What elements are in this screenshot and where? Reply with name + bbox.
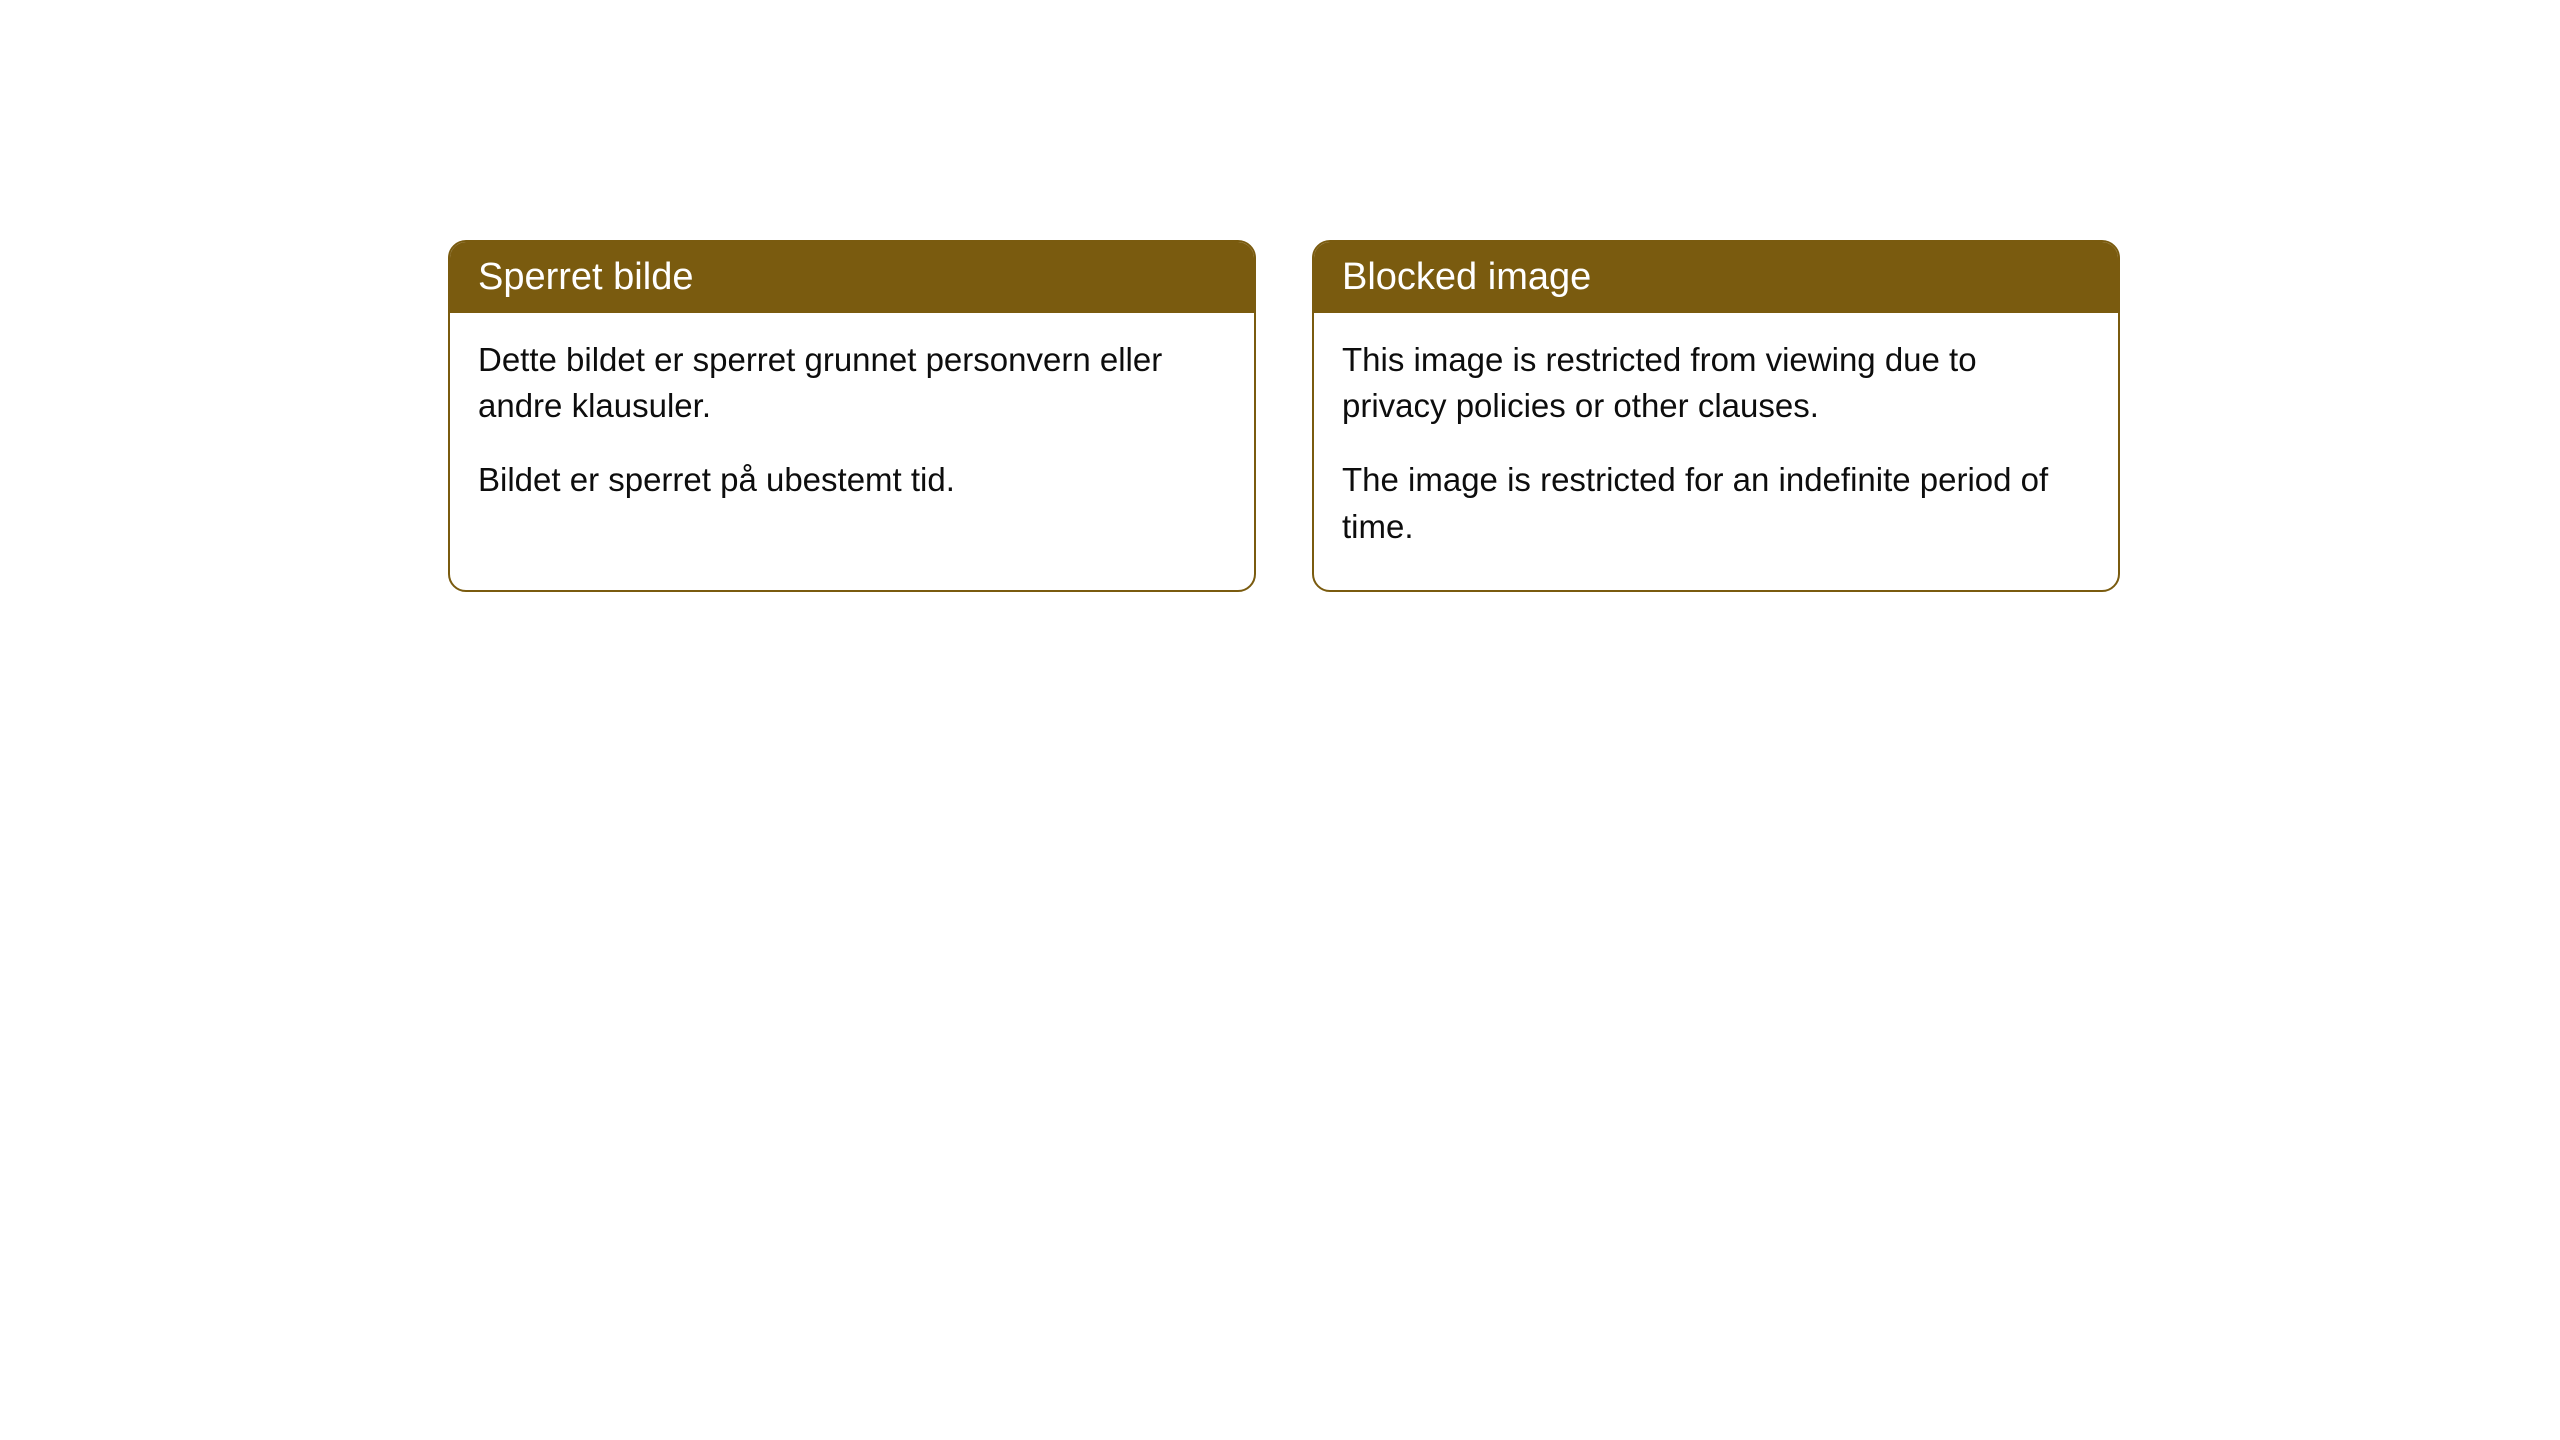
notice-cards-container: Sperret bilde Dette bildet er sperret gr… xyxy=(448,240,2120,592)
card-paragraph: This image is restricted from viewing du… xyxy=(1342,337,2090,429)
card-paragraph: Bildet er sperret på ubestemt tid. xyxy=(478,457,1226,503)
card-body: Dette bildet er sperret grunnet personve… xyxy=(450,313,1254,544)
notice-card-norwegian: Sperret bilde Dette bildet er sperret gr… xyxy=(448,240,1256,592)
card-paragraph: The image is restricted for an indefinit… xyxy=(1342,457,2090,549)
card-title: Sperret bilde xyxy=(478,256,693,298)
card-paragraph: Dette bildet er sperret grunnet personve… xyxy=(478,337,1226,429)
card-header: Sperret bilde xyxy=(450,242,1254,313)
card-title: Blocked image xyxy=(1342,256,1591,298)
notice-card-english: Blocked image This image is restricted f… xyxy=(1312,240,2120,592)
card-header: Blocked image xyxy=(1314,242,2118,313)
card-body: This image is restricted from viewing du… xyxy=(1314,313,2118,590)
